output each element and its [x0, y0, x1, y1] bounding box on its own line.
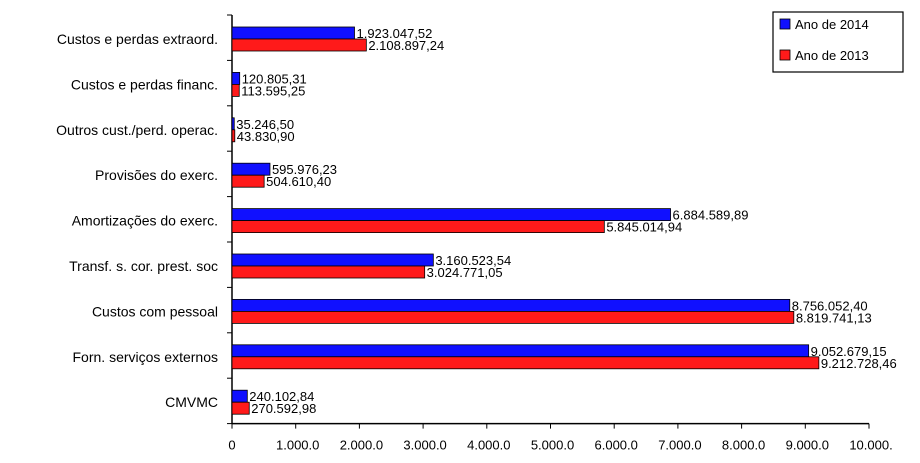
bar-2014: [231, 72, 241, 85]
data-label-2014: 1.923.047,52: [356, 26, 432, 41]
bar-2014: [231, 117, 235, 131]
bar-2013: [231, 220, 605, 234]
bar-2013: [231, 38, 367, 52]
bar-2014: [231, 162, 271, 176]
legend-swatch-2014: [779, 18, 791, 30]
plot-area: Custos e perdas extraord. 1.923.047,522.1…: [56, 14, 897, 463]
data-label-2013: 3.024.771,05: [427, 265, 503, 280]
bar-2013: [231, 174, 265, 188]
x-tick-label: 3.000.0: [403, 438, 446, 453]
category-label: Amortizações do exerc.: [72, 213, 218, 229]
data-label-2013: 504.610,40: [266, 174, 331, 189]
data-label-2014: 240.102,84: [249, 389, 314, 404]
category-label: Custos e perdas extraord.: [57, 31, 218, 47]
x-tick-label: 8.000.0: [722, 438, 765, 453]
x-tick-label: 5.000.0: [531, 438, 574, 453]
legend-label-2013: Ano de 2013: [795, 48, 869, 63]
category-label: Transf. s. cor. prest. soc: [69, 258, 218, 274]
bar-2014: [231, 344, 810, 358]
x-tick-label: 10.000.: [849, 438, 892, 453]
data-label-2013: 43.830,90: [237, 129, 295, 144]
data-label-2013: 270.592,98: [251, 401, 316, 416]
x-tick-label: 9.000.0: [786, 438, 829, 453]
bar-2014: [231, 26, 355, 40]
data-label-2014: 120.805,31: [242, 71, 307, 86]
bar-2013: [231, 356, 820, 370]
bar-2014: [231, 389, 248, 403]
data-label-2014: 3.160.523,54: [435, 253, 511, 268]
category-label: Outros cust./perd. operac.: [56, 122, 218, 138]
x-tick-label: 6.000.0: [595, 438, 638, 453]
data-label-2014: 35.246,50: [236, 117, 294, 132]
legend-label-2014: Ano de 2014: [795, 17, 869, 32]
legend-box: [772, 11, 904, 73]
data-label-2013: 113.595,25: [241, 83, 305, 98]
legend-swatch-2013: [779, 49, 791, 61]
data-label-2013: 8.819.741,13: [796, 310, 872, 325]
category-label: CMVMC: [165, 394, 218, 410]
x-tick-label: 4.000.0: [467, 438, 510, 453]
bar-2013: [231, 310, 795, 324]
data-label-2014: 595.976,23: [272, 162, 337, 177]
data-label-2013: 9.212.728,46: [821, 356, 897, 371]
bar-2014: [231, 253, 434, 267]
x-tick-label: 1.000.0: [276, 438, 319, 453]
data-label-2014: 9.052.679,15: [811, 344, 887, 359]
x-tick-label: 7.000.0: [658, 438, 701, 453]
chart-legend: Ano de 2014 Ano de 2013: [772, 11, 904, 73]
bar-2013: [231, 265, 426, 279]
data-label-2014: 6.884.589,89: [673, 208, 749, 223]
bar-2014: [231, 208, 671, 222]
category-label: Provisões do exerc.: [95, 167, 218, 183]
category-label: Custos com pessoal: [92, 303, 218, 319]
data-label-2013: 5.845.014,94: [606, 220, 682, 235]
data-label-2014: 8.756.052,40: [792, 298, 868, 313]
bar-2014: [231, 298, 791, 312]
x-tick-label: 0: [228, 438, 235, 453]
data-label-2013: 2.108.897,24: [368, 38, 444, 53]
bar-2013: [231, 129, 236, 143]
bar-2013: [231, 84, 240, 97]
category-label: Forn. serviços externos: [73, 349, 219, 365]
x-tick-label: 2.000.0: [340, 438, 383, 453]
bar-2013: [231, 401, 250, 415]
category-label: Custos e perdas financ.: [71, 76, 218, 92]
